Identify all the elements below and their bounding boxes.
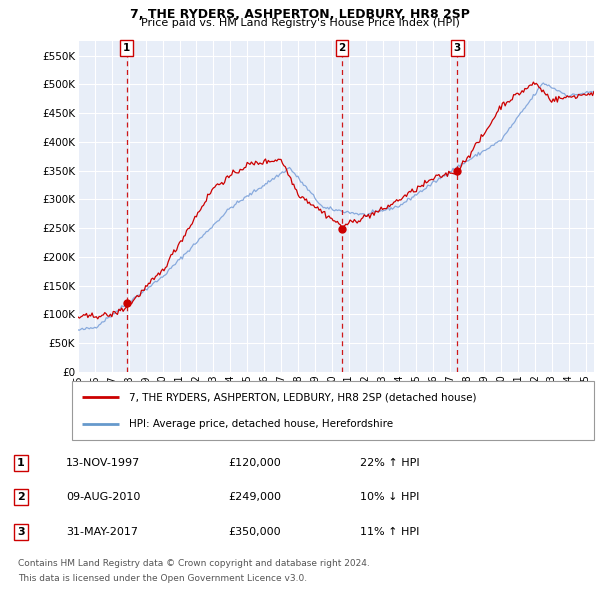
Text: 7, THE RYDERS, ASHPERTON, LEDBURY, HR8 2SP (detached house): 7, THE RYDERS, ASHPERTON, LEDBURY, HR8 2… <box>130 392 477 402</box>
Text: 3: 3 <box>454 43 461 53</box>
Text: Contains HM Land Registry data © Crown copyright and database right 2024.: Contains HM Land Registry data © Crown c… <box>18 559 370 568</box>
Text: HPI: Average price, detached house, Herefordshire: HPI: Average price, detached house, Here… <box>130 419 394 429</box>
Text: 3: 3 <box>17 527 25 537</box>
Text: 2: 2 <box>338 43 346 53</box>
Text: 11% ↑ HPI: 11% ↑ HPI <box>360 527 419 537</box>
FancyBboxPatch shape <box>72 381 594 440</box>
Text: 7, THE RYDERS, ASHPERTON, LEDBURY, HR8 2SP: 7, THE RYDERS, ASHPERTON, LEDBURY, HR8 2… <box>130 8 470 21</box>
Text: 2: 2 <box>17 492 25 502</box>
Text: 31-MAY-2017: 31-MAY-2017 <box>66 527 138 537</box>
Text: 13-NOV-1997: 13-NOV-1997 <box>66 458 140 468</box>
Text: £249,000: £249,000 <box>228 492 281 502</box>
Text: £120,000: £120,000 <box>228 458 281 468</box>
Text: 09-AUG-2010: 09-AUG-2010 <box>66 492 140 502</box>
Text: 22% ↑ HPI: 22% ↑ HPI <box>360 458 419 468</box>
Text: This data is licensed under the Open Government Licence v3.0.: This data is licensed under the Open Gov… <box>18 574 307 583</box>
Text: Price paid vs. HM Land Registry's House Price Index (HPI): Price paid vs. HM Land Registry's House … <box>140 18 460 28</box>
Text: £350,000: £350,000 <box>228 527 281 537</box>
Text: 10% ↓ HPI: 10% ↓ HPI <box>360 492 419 502</box>
Text: 1: 1 <box>17 458 25 468</box>
Text: 1: 1 <box>123 43 130 53</box>
